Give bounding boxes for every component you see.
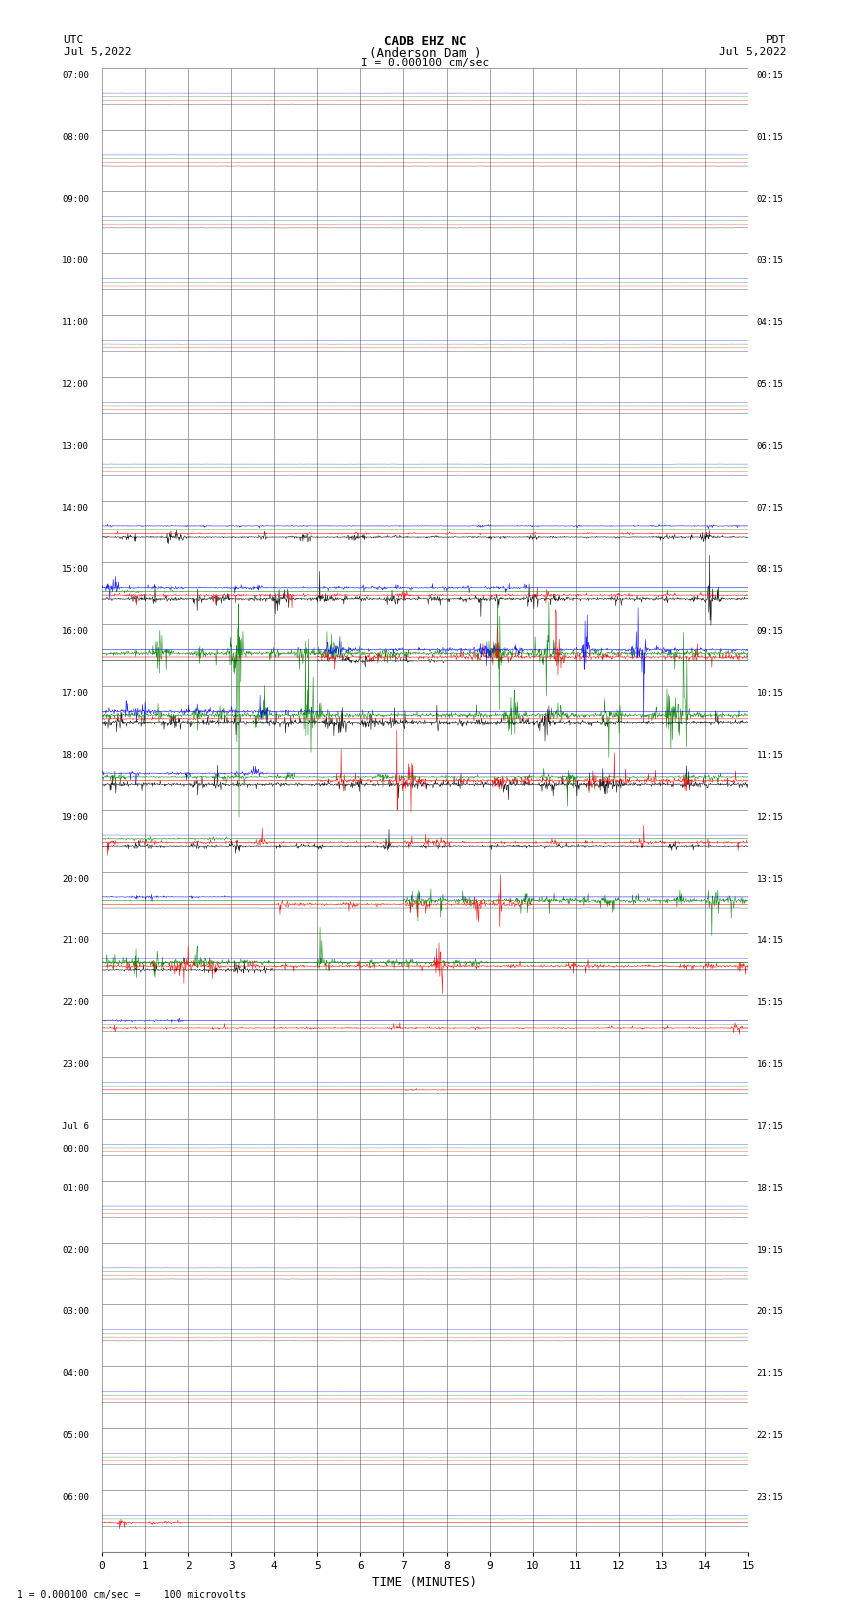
Text: 21:15: 21:15 bbox=[756, 1369, 784, 1378]
Text: 07:15: 07:15 bbox=[756, 503, 784, 513]
Text: 03:00: 03:00 bbox=[62, 1308, 89, 1316]
Text: 17:15: 17:15 bbox=[756, 1123, 784, 1131]
Text: (Anderson Dam ): (Anderson Dam ) bbox=[369, 47, 481, 60]
Text: 08:00: 08:00 bbox=[62, 132, 89, 142]
Text: 13:15: 13:15 bbox=[756, 874, 784, 884]
Text: 19:15: 19:15 bbox=[756, 1245, 784, 1255]
Text: 10:00: 10:00 bbox=[62, 256, 89, 265]
Text: Jul 5,2022: Jul 5,2022 bbox=[64, 47, 131, 56]
Text: Jul 5,2022: Jul 5,2022 bbox=[719, 47, 786, 56]
Text: 1 = 0.000100 cm/sec =    100 microvolts: 1 = 0.000100 cm/sec = 100 microvolts bbox=[17, 1590, 246, 1600]
Text: PDT: PDT bbox=[766, 35, 786, 45]
Text: CADB EHZ NC: CADB EHZ NC bbox=[383, 35, 467, 48]
Text: 16:15: 16:15 bbox=[756, 1060, 784, 1069]
Text: 09:15: 09:15 bbox=[756, 627, 784, 636]
Text: 06:15: 06:15 bbox=[756, 442, 784, 450]
Text: 12:15: 12:15 bbox=[756, 813, 784, 821]
Text: 22:15: 22:15 bbox=[756, 1431, 784, 1440]
Text: 20:00: 20:00 bbox=[62, 874, 89, 884]
Text: 12:00: 12:00 bbox=[62, 381, 89, 389]
Text: 13:00: 13:00 bbox=[62, 442, 89, 450]
X-axis label: TIME (MINUTES): TIME (MINUTES) bbox=[372, 1576, 478, 1589]
Text: 05:15: 05:15 bbox=[756, 381, 784, 389]
Text: 22:00: 22:00 bbox=[62, 998, 89, 1007]
Text: 01:15: 01:15 bbox=[756, 132, 784, 142]
Text: 07:00: 07:00 bbox=[62, 71, 89, 79]
Text: 15:15: 15:15 bbox=[756, 998, 784, 1007]
Text: 03:15: 03:15 bbox=[756, 256, 784, 265]
Text: 06:00: 06:00 bbox=[62, 1494, 89, 1502]
Text: 00:00: 00:00 bbox=[62, 1145, 89, 1153]
Text: 18:00: 18:00 bbox=[62, 752, 89, 760]
Text: 09:00: 09:00 bbox=[62, 195, 89, 203]
Text: 21:00: 21:00 bbox=[62, 937, 89, 945]
Text: 15:00: 15:00 bbox=[62, 566, 89, 574]
Text: Jul 6: Jul 6 bbox=[62, 1123, 89, 1131]
Text: 19:00: 19:00 bbox=[62, 813, 89, 821]
Text: 14:15: 14:15 bbox=[756, 937, 784, 945]
Text: 16:00: 16:00 bbox=[62, 627, 89, 636]
Text: 04:15: 04:15 bbox=[756, 318, 784, 327]
Text: 20:15: 20:15 bbox=[756, 1308, 784, 1316]
Text: 02:00: 02:00 bbox=[62, 1245, 89, 1255]
Text: 00:15: 00:15 bbox=[756, 71, 784, 79]
Text: 10:15: 10:15 bbox=[756, 689, 784, 698]
Text: I = 0.000100 cm/sec: I = 0.000100 cm/sec bbox=[361, 58, 489, 68]
Text: 05:00: 05:00 bbox=[62, 1431, 89, 1440]
Text: 23:00: 23:00 bbox=[62, 1060, 89, 1069]
Text: 02:15: 02:15 bbox=[756, 195, 784, 203]
Text: 11:15: 11:15 bbox=[756, 752, 784, 760]
Text: 18:15: 18:15 bbox=[756, 1184, 784, 1192]
Text: 23:15: 23:15 bbox=[756, 1494, 784, 1502]
Text: 17:00: 17:00 bbox=[62, 689, 89, 698]
Text: 11:00: 11:00 bbox=[62, 318, 89, 327]
Text: 04:00: 04:00 bbox=[62, 1369, 89, 1378]
Text: 14:00: 14:00 bbox=[62, 503, 89, 513]
Text: 01:00: 01:00 bbox=[62, 1184, 89, 1192]
Text: UTC: UTC bbox=[64, 35, 84, 45]
Text: 08:15: 08:15 bbox=[756, 566, 784, 574]
